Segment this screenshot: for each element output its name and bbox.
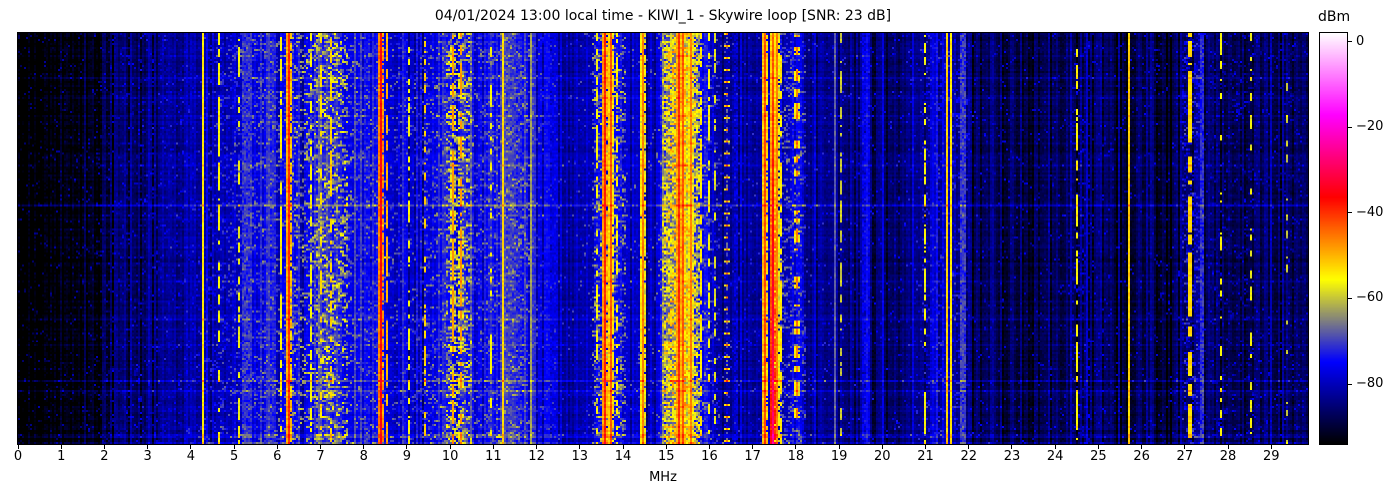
x-tick-label: 25 (1090, 449, 1107, 464)
x-tick-mark (449, 445, 451, 449)
x-tick-mark (17, 445, 19, 449)
colorbar (1319, 32, 1348, 445)
x-tick-label: 11 (485, 449, 502, 464)
x-tick-label: 23 (1003, 449, 1021, 464)
x-axis-label: MHz (649, 470, 677, 485)
x-tick-label: 6 (273, 449, 282, 464)
x-tick-mark (320, 445, 321, 449)
x-tick-mark (968, 445, 970, 449)
x-tick-label: 18 (787, 449, 805, 464)
x-tick-mark (1184, 445, 1186, 449)
x-tick-label: 15 (657, 449, 675, 464)
x-tick-mark (60, 445, 62, 449)
colorbar-tick-mark (1348, 297, 1352, 299)
x-tick-label: 19 (830, 449, 848, 464)
x-tick-label: 1 (57, 449, 66, 464)
colorbar-label: dBm (1318, 9, 1351, 25)
x-tick-mark (492, 445, 494, 449)
x-tick-label: 26 (1133, 449, 1150, 464)
spectrogram-canvas (18, 33, 1308, 444)
x-tick-mark (1227, 445, 1229, 449)
x-tick-label: 12 (528, 449, 545, 464)
x-tick-mark (363, 445, 365, 449)
x-tick-label: 29 (1262, 449, 1280, 464)
x-tick-label: 22 (960, 449, 978, 464)
spectrogram-plot-area (17, 32, 1309, 445)
colorbar-tick-label: 0 (1356, 33, 1365, 49)
x-tick-mark (795, 445, 797, 449)
colorbar-tick-label: −40 (1356, 204, 1384, 220)
x-tick-label: 3 (143, 449, 152, 464)
x-tick-mark (147, 445, 149, 449)
colorbar-tick-label: −60 (1356, 290, 1384, 306)
x-tick-label: 24 (1046, 449, 1064, 464)
chart-title: 04/01/2024 13:00 local time - KIWI_1 - S… (434, 8, 892, 24)
x-tick-mark (536, 445, 538, 449)
x-tick-label: 14 (614, 449, 632, 464)
colorbar-tick-label: −80 (1356, 376, 1384, 392)
x-tick-label: 17 (744, 449, 761, 464)
x-tick-label: 28 (1219, 449, 1237, 464)
x-tick-label: 4 (186, 449, 195, 464)
x-tick-label: 2 (100, 449, 109, 464)
x-tick-mark (103, 445, 105, 449)
x-tick-label: 0 (13, 449, 23, 464)
x-tick-mark (233, 445, 235, 449)
x-tick-label: 5 (229, 449, 239, 464)
colorbar-tick-mark (1348, 383, 1352, 385)
x-tick-label: 20 (874, 449, 891, 464)
x-tick-mark (190, 445, 192, 449)
x-tick-mark (752, 445, 754, 449)
x-tick-label: 9 (402, 449, 412, 464)
x-tick-mark (708, 445, 710, 449)
x-tick-mark (1097, 445, 1099, 449)
colorbar-canvas (1320, 33, 1347, 444)
x-tick-mark (1011, 445, 1013, 449)
x-tick-mark (579, 445, 581, 449)
x-tick-mark (276, 445, 278, 449)
colorbar-tick-label: −20 (1356, 119, 1384, 135)
colorbar-tick-mark (1348, 126, 1352, 128)
x-tick-mark (406, 445, 408, 449)
x-tick-mark (881, 445, 883, 449)
x-tick-mark (1054, 445, 1056, 449)
x-tick-label: 27 (1176, 449, 1194, 464)
x-tick-mark (925, 445, 927, 449)
x-tick-label: 13 (571, 449, 589, 464)
colorbar-tick-mark (1348, 41, 1352, 43)
x-tick-mark (1270, 445, 1272, 449)
x-tick-label: 8 (359, 449, 368, 464)
x-tick-label: 16 (701, 449, 718, 464)
x-tick-mark (622, 445, 624, 449)
x-tick-mark (665, 445, 667, 449)
x-tick-label: 10 (441, 449, 459, 464)
colorbar-tick-mark (1348, 212, 1352, 214)
x-tick-mark (838, 445, 840, 449)
x-tick-label: 21 (917, 449, 934, 464)
x-tick-mark (1141, 445, 1143, 449)
x-tick-label: 7 (316, 449, 325, 464)
